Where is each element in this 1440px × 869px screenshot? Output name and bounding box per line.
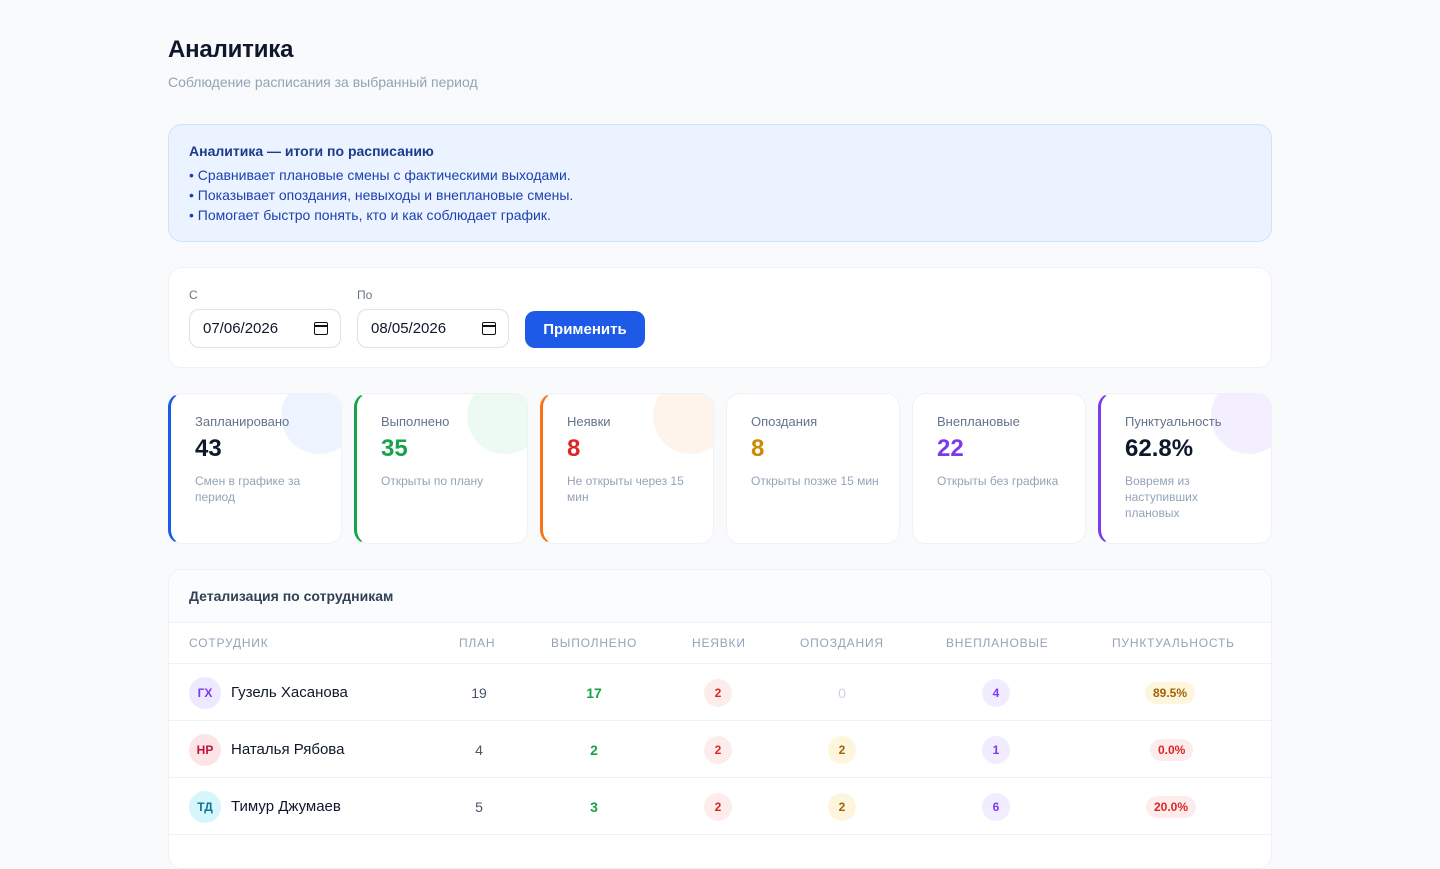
- card-label: Опоздания: [751, 414, 818, 429]
- th-employee[interactable]: Сотрудник: [189, 636, 269, 650]
- avatar: ГХ: [189, 676, 221, 709]
- card-value: 22: [937, 435, 964, 462]
- from-field: С 07/06/2026: [189, 288, 341, 348]
- table-row[interactable]: ТД Тимур Джумаев 5 3 2 2 6 20.0%: [169, 778, 1271, 835]
- info-title: Аналитика — итоги по расписанию: [189, 143, 434, 159]
- th-late[interactable]: Опоздания: [800, 636, 884, 650]
- info-line: • Показывает опоздания, невыходы и внепл…: [189, 187, 574, 203]
- table-header: Сотрудник План Выполнено Неявки Опоздани…: [169, 623, 1271, 664]
- employee-cell: ТД Тимур Джумаев: [189, 778, 341, 835]
- from-label: С: [189, 288, 198, 302]
- from-date-value: 07/06/2026: [203, 320, 279, 337]
- to-date-input[interactable]: 08/05/2026: [357, 309, 509, 348]
- punctuality-badge: 20.0%: [1146, 795, 1197, 818]
- employee-name: Тимур Джумаев: [231, 798, 341, 815]
- to-date-value: 08/05/2026: [371, 320, 447, 337]
- card-label: Внеплановые: [937, 414, 1020, 429]
- noshow-badge: 2: [704, 735, 732, 764]
- card-label: Запланировано: [195, 414, 290, 429]
- card-unplanned: Внеплановые 22 Открыты без графика: [912, 393, 1086, 544]
- page-subtitle: Соблюдение расписания за выбранный перио…: [168, 74, 478, 90]
- th-unplanned[interactable]: Внеплановые: [946, 636, 1049, 650]
- card-desc: Открыты по плану: [381, 474, 484, 488]
- card-done: Выполнено 35 Открыты по плану: [354, 393, 528, 544]
- date-filter-panel: С 07/06/2026 По 08/05/2026 Применить: [168, 267, 1272, 368]
- employee-name: Наталья Рябова: [231, 741, 345, 758]
- late-value: 0: [838, 684, 846, 701]
- to-field: По 08/05/2026: [357, 288, 509, 348]
- done-value: 3: [590, 798, 598, 815]
- done-value: 17: [586, 684, 602, 701]
- card-noshow: Неявки 8 Не открыты через 15 мин: [540, 393, 714, 544]
- card-value: 8: [751, 435, 765, 462]
- plan-value: 19: [471, 684, 487, 701]
- card-value: 35: [381, 435, 408, 462]
- table-title: Детализация по сотрудникам: [169, 570, 1271, 623]
- card-planned: Запланировано 43 Смен в графике за перио…: [168, 393, 342, 544]
- card-desc: Не открыты через 15 мин: [567, 474, 684, 504]
- employee-table: Детализация по сотрудникам Сотрудник Пла…: [168, 569, 1272, 869]
- unplanned-badge: 1: [982, 735, 1010, 764]
- late-badge: 2: [828, 792, 856, 821]
- table-row[interactable]: ГХ Гузель Хасанова 19 17 2 0 4 89.5%: [169, 664, 1271, 721]
- card-label: Неявки: [567, 414, 611, 429]
- th-punctuality[interactable]: Пунктуальность: [1112, 636, 1235, 650]
- card-desc: Открыты позже 15 мин: [751, 474, 879, 488]
- calendar-icon[interactable]: [482, 322, 496, 335]
- to-label: По: [357, 288, 373, 302]
- page-title: Аналитика: [168, 36, 294, 63]
- table-row[interactable]: НР Наталья Рябова 4 2 2 2 1 0.0%: [169, 721, 1271, 778]
- card-punctuality: Пунктуальность 62.8% Вовремя из наступив…: [1098, 393, 1272, 544]
- avatar: ТД: [189, 790, 221, 823]
- apply-button[interactable]: Применить: [525, 311, 645, 348]
- unplanned-badge: 4: [982, 678, 1010, 707]
- employee-name: Гузель Хасанова: [231, 684, 348, 701]
- info-line: • Сравнивает плановые смены с фактически…: [189, 167, 571, 183]
- th-done[interactable]: Выполнено: [551, 636, 638, 650]
- card-desc: Смен в графике за период: [195, 474, 301, 504]
- card-label: Выполнено: [381, 414, 450, 429]
- noshow-badge: 2: [704, 792, 732, 821]
- late-badge: 2: [828, 735, 856, 764]
- unplanned-badge: 6: [982, 792, 1010, 821]
- card-desc: Вовремя из наступивших плановых: [1125, 474, 1198, 520]
- info-line: • Помогает быстро понять, кто и как собл…: [189, 207, 551, 223]
- calendar-icon[interactable]: [314, 322, 328, 335]
- punctuality-badge: 0.0%: [1150, 738, 1194, 761]
- info-panel: Аналитика — итоги по расписанию • Сравни…: [168, 124, 1272, 242]
- plan-value: 5: [475, 798, 483, 815]
- th-plan[interactable]: План: [459, 636, 496, 650]
- card-value: 43: [195, 435, 222, 462]
- card-value: 8: [567, 435, 581, 462]
- noshow-badge: 2: [704, 678, 732, 707]
- th-noshow[interactable]: Неявки: [692, 636, 746, 650]
- card-value: 62.8%: [1125, 435, 1194, 462]
- card-late: Опоздания 8 Открыты позже 15 мин: [726, 393, 900, 544]
- card-label: Пунктуальность: [1125, 414, 1222, 429]
- plan-value: 4: [475, 741, 483, 758]
- from-date-input[interactable]: 07/06/2026: [189, 309, 341, 348]
- summary-cards: Запланировано 43 Смен в графике за перио…: [168, 393, 1272, 544]
- card-desc: Открыты без графика: [937, 474, 1059, 488]
- punctuality-badge: 89.5%: [1145, 681, 1196, 704]
- employee-cell: ГХ Гузель Хасанова: [189, 664, 348, 721]
- employee-cell: НР Наталья Рябова: [189, 721, 344, 778]
- done-value: 2: [590, 741, 598, 758]
- avatar: НР: [189, 733, 221, 766]
